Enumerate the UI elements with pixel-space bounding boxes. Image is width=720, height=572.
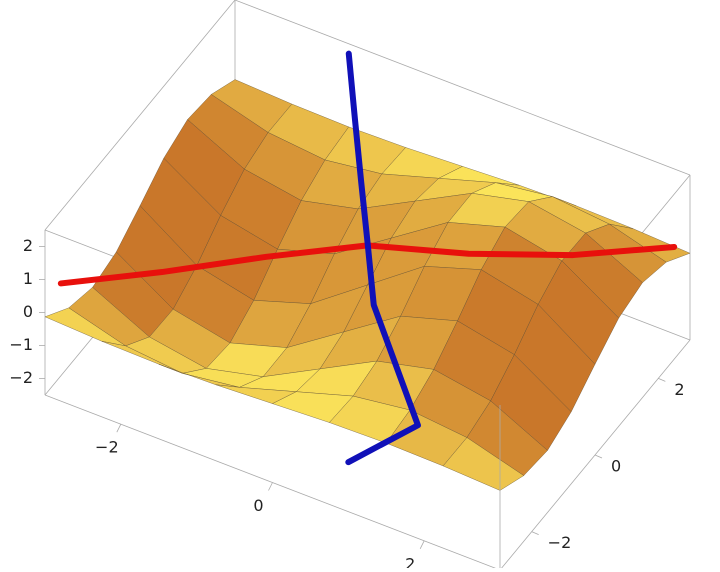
x-tick-label: 0 (253, 496, 263, 515)
y-tick-label: 0 (611, 457, 621, 476)
box-edge (234, 0, 691, 176)
z-tick-label: 0 (23, 302, 33, 321)
y-tick (531, 531, 539, 536)
space-curve (345, 50, 421, 466)
z-tick-label: 2 (23, 236, 33, 255)
x-tick (419, 540, 425, 550)
x-tick-label: 2 (405, 554, 415, 568)
y-tick-label: 2 (674, 380, 684, 399)
z-tick-label: −2 (9, 368, 33, 387)
z-tick-label: −1 (9, 335, 33, 354)
z-tick-label: 1 (23, 269, 33, 288)
surface-patch (442, 437, 525, 491)
x-tick-label: −2 (95, 438, 119, 457)
x-tick (116, 423, 122, 433)
y-tick (658, 377, 666, 382)
box-edge (44, 0, 236, 231)
x-tick (268, 482, 273, 491)
y-tick (594, 454, 603, 459)
y-tick-label: −2 (548, 533, 572, 552)
